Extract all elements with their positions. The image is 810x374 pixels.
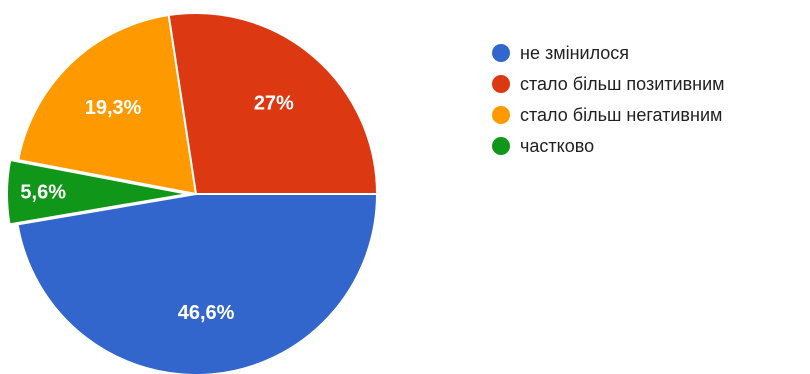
legend-label: стало більш позитивним <box>520 74 725 94</box>
pie-slice-стало-більш-негативним[interactable] <box>17 13 198 196</box>
pie-slice-стало-більш-позитивним[interactable] <box>167 12 379 195</box>
pie-slices <box>6 12 379 374</box>
legend: не змінилося стало більш позитивним стало … <box>492 43 725 156</box>
legend-swatch-icon <box>492 106 510 124</box>
slice-label-стало-більш-позитивним: 27% <box>254 92 294 114</box>
pie-slice-не-змінилося[interactable] <box>16 193 379 374</box>
legend-label: стало більш негативним <box>520 105 722 125</box>
legend-item-стало-більш-негативним[interactable]: стало більш негативним <box>492 105 722 125</box>
slice-label-стало-більш-негативним: 19,3% <box>85 97 142 119</box>
legend-swatch-icon <box>492 44 510 62</box>
pie-slice-labels: 46,6% 5,6% 19,3% 27% <box>20 92 294 324</box>
legend-label: не змінилося <box>520 43 629 63</box>
legend-swatch-icon <box>492 75 510 93</box>
legend-swatch-icon <box>492 137 510 155</box>
legend-item-стало-більш-позитивним[interactable]: стало більш позитивним <box>492 74 725 94</box>
pie-slice-частково[interactable] <box>6 158 189 226</box>
legend-item-не-змінилося[interactable]: не змінилося <box>492 43 629 63</box>
slice-label-частково: 5,6% <box>20 182 66 204</box>
legend-label: частково <box>520 136 594 156</box>
slice-label-не-змінилося: 46,6% <box>178 302 235 324</box>
legend-item-частково[interactable]: частково <box>492 136 594 156</box>
